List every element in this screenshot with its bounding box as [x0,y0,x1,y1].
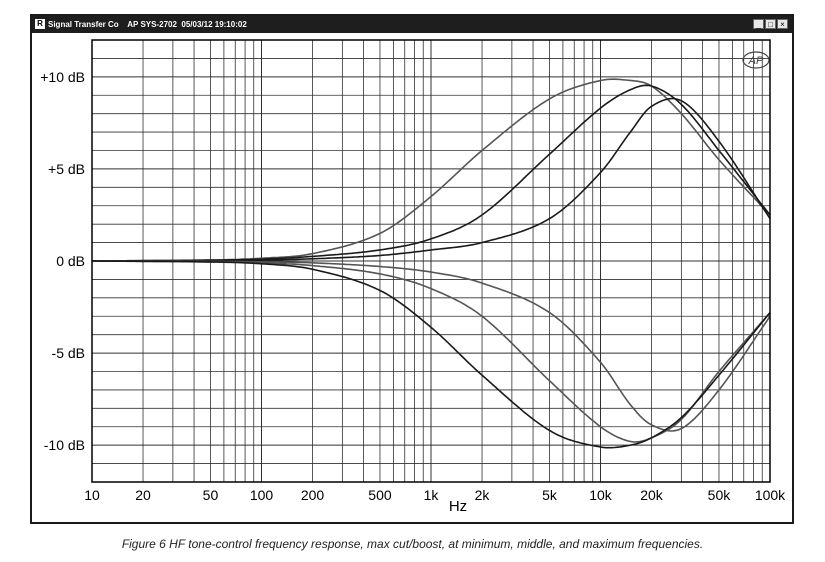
x-tick-label: 100k [755,487,786,503]
x-tick-label: 100 [250,487,274,503]
x-tick-label: 50 [203,487,219,503]
x-tick-label: 20 [135,487,151,503]
ap-logo: AP [742,51,770,69]
series-group [92,78,771,449]
y-tick-label: 0 dB [56,253,85,269]
x-tick-label: 50k [708,487,732,503]
tick-labels: 10 20 50 100 200 500 1k 2k 5k 10k 20k 50k 100k +10 dB… [40,69,786,503]
maximize-button[interactable]: □ [765,19,776,29]
x-tick-label: 1k [424,487,440,503]
x-tick-label: 500 [368,487,392,503]
y-tick-label: -5 dB [52,345,85,361]
x-tick-label: 2k [475,487,491,503]
y-tick-label: +5 dB [48,161,85,177]
x-tick-label: 10k [589,487,613,503]
y-tick-label: +10 dB [40,69,85,85]
plot-frame [91,39,771,483]
x-tick-label: 5k [542,487,558,503]
y-tick-label: -10 dB [44,437,85,453]
ap-logo-text: AP [748,55,764,67]
title-bar[interactable]: R Signal Transfer Co AP SYS-2702 05/03/1… [32,16,792,33]
x-axis-label: Hz [449,498,467,515]
x-tick-label: 200 [301,487,325,503]
x-tick-label: 20k [640,487,664,503]
figure-caption: Figure 6 HF tone-control frequency respo… [121,537,704,551]
app-icon[interactable]: R [35,19,45,29]
x-tick-label: 10 [84,487,100,503]
series-line-6 [92,260,771,449]
plot-area [32,33,792,522]
minimize-button[interactable]: _ [753,19,764,29]
close-button[interactable]: × [777,19,788,29]
window-title: Signal Transfer Co AP SYS-2702 05/03/12 … [48,20,247,29]
